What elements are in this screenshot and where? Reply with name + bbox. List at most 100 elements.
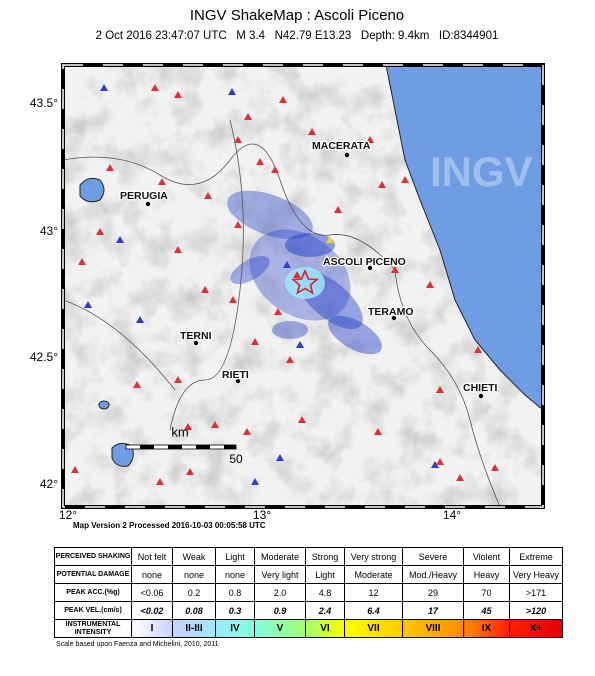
station (106, 164, 114, 171)
station (234, 136, 242, 143)
station (298, 416, 306, 423)
station (244, 113, 252, 120)
legend-cell: VII (344, 619, 403, 638)
city-dot (145, 201, 151, 207)
row-header: POTENTIAL DAMAGE (54, 565, 132, 584)
version-note: Map Version 2 Processed 2016-10-03 00:05… (73, 521, 266, 530)
city-dot (478, 393, 484, 399)
legend-cell: II-III (172, 619, 216, 638)
legend-cell: VIII (402, 619, 464, 638)
legend-cell: Mod./Heavy (402, 565, 464, 584)
station (374, 428, 382, 435)
legend-cell: Heavy (463, 565, 510, 584)
map-frame-pattern (62, 64, 544, 508)
legend-cell: none (215, 565, 255, 584)
legend-cell: 17 (402, 601, 464, 620)
station (158, 178, 166, 185)
legend-cell: 45 (463, 601, 510, 620)
lat-label: 42° (40, 477, 58, 491)
station (78, 258, 86, 265)
legend-cell: Very strong (344, 547, 403, 566)
legend-row: INSTRUMENTAL INTENSITY I II-III IV V VI VII VII… (54, 619, 563, 638)
station (174, 91, 182, 98)
legend-cell: X+ (509, 619, 563, 638)
legend-cell: 12 (344, 583, 403, 602)
station (296, 341, 304, 348)
footer: Scale based upon Faenza and Michelini, 2… (56, 641, 219, 648)
station (286, 356, 294, 363)
city-label: MACERATA (312, 140, 371, 152)
legend-cell: Extreme (509, 547, 563, 566)
legend-cell: 0.2 (172, 583, 216, 602)
station (211, 421, 219, 428)
legend-cell: none (131, 565, 173, 584)
stations (71, 84, 499, 485)
legend-row: PERCEIVED SHAKING Not felt Weak Light Modera… (54, 547, 563, 566)
scale-value: 50 (229, 452, 243, 466)
station (474, 346, 482, 353)
legend-cell: 2.0 (254, 583, 306, 602)
row-header: PEAK ACC.(%g) (54, 583, 132, 602)
cities: MACERATA PERUGIA ASCOLI PICENO TERNI TERAMO R… (119, 139, 499, 399)
lon-label: 12° (59, 508, 77, 522)
city-label: PERUGIA (120, 190, 168, 202)
legend-row: POTENTIAL DAMAGE none none none Very light Li… (54, 565, 563, 584)
station (184, 423, 192, 430)
station (174, 376, 182, 383)
legend-cell: 0.3 (215, 601, 255, 620)
station (426, 281, 434, 288)
lon-labels: 12° 13° 14° (59, 508, 461, 522)
scale-bar: km 50 (125, 424, 243, 466)
intensity-legend: PERCEIVED SHAKING Not felt Weak Light Modera… (54, 547, 563, 638)
lat-label: 42.5° (30, 350, 58, 364)
legend-cell: 6.4 (344, 601, 403, 620)
station (491, 464, 499, 471)
station (293, 271, 301, 278)
station (201, 286, 209, 293)
lat-labels: 43.5° 43° 42.5° 42° (30, 96, 58, 491)
station (456, 474, 464, 481)
legend-row: PEAK ACC.(%g) <0.06 0.2 0.8 2.0 4.8 12 29 70 >171 (54, 583, 563, 602)
legend-cell: 29 (402, 583, 464, 602)
station (174, 246, 182, 253)
station (228, 88, 236, 95)
lon-label: 14° (443, 508, 461, 522)
city-dot (344, 152, 350, 158)
epicenter (290, 269, 320, 295)
station (436, 458, 444, 465)
city-dot (367, 265, 373, 271)
legend-cell: 0.8 (215, 583, 255, 602)
legend-cell: >120 (509, 601, 563, 620)
lakes (79, 177, 134, 467)
station (151, 84, 159, 91)
legend-cell: 4.8 (305, 583, 345, 602)
map: INGV MACERATA PERUGIA ASCOLI PICENO TERNI TE… (63, 65, 543, 507)
legend-row: PEAK VEL.(cm/s) <0.02 0.08 0.3 0.9 2.4 6.4 17 45… (54, 601, 563, 620)
city-label: CHIETI (463, 382, 498, 394)
station (229, 296, 237, 303)
station (186, 468, 194, 475)
station (378, 181, 386, 188)
station (204, 192, 212, 199)
legend-cell: Very light (254, 565, 306, 584)
legend-cell: Moderate (344, 565, 403, 584)
station (366, 136, 374, 143)
legend-cell: Not felt (131, 547, 173, 566)
subtitle: 2 Oct 2016 23:47:07 UTC M 3.4 N42.79 E13… (96, 30, 499, 42)
station (391, 266, 399, 273)
station (243, 428, 251, 435)
legend-cell: >171 (509, 583, 563, 602)
city-label: TERAMO (368, 306, 414, 318)
legend-cell: Strong (305, 547, 345, 566)
station (251, 478, 259, 485)
watermark: INGV (430, 148, 533, 195)
legend-cell: Violent (463, 547, 510, 566)
city-dot (235, 378, 241, 384)
legend-cell: Light (305, 565, 345, 584)
city-dot (391, 315, 397, 321)
row-header: INSTRUMENTAL INTENSITY (54, 619, 132, 638)
city-label: ASCOLI PICENO (323, 256, 406, 268)
legend-cell: VI (305, 619, 345, 638)
station (256, 158, 264, 165)
